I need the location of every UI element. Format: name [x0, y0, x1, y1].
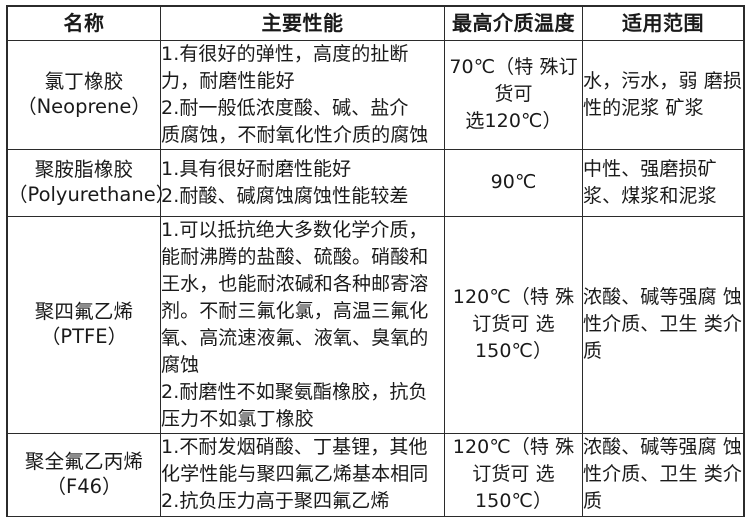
performance-line: 1.具有很好耐磨性能好	[161, 157, 352, 180]
temperature-line: 120℃（特	[452, 436, 549, 459]
table-row: 聚全氟乙丙烯 （F46） 1.不耐发烟硝酸、丁基锂，其他 化学性能与聚四氟乙烯基…	[7, 432, 744, 517]
performance-line: 氧、高流速液氟、液氧、臭氧的	[161, 326, 429, 349]
scope-line: 浓酸、碱等强腐	[583, 286, 717, 309]
material-name-cn: 聚全氟乙丙烯	[24, 449, 144, 473]
cell-application-scope: 水，污水，弱 磨损性的泥浆 矿浆	[582, 40, 744, 150]
cell-max-temperature: 70℃（特 殊订货可 选120℃）	[444, 40, 583, 150]
performance-line: 化学性能与聚四氟乙烯基本相同	[161, 463, 429, 486]
cell-application-scope: 浓酸、碱等强腐 蚀性介质、卫生 类介质	[582, 215, 744, 434]
column-header-name: 名称	[7, 6, 161, 41]
table-row: 聚胺脂橡胶 （Polyurethane） 1.具有很好耐磨性能好 2.耐酸、碱腐…	[7, 148, 744, 217]
material-name-en: （PTFE）	[40, 324, 128, 348]
column-header-application-scope: 适用范围	[582, 6, 744, 41]
table-header: 名称 主要性能 最高介质温度 适用范围	[7, 6, 744, 41]
cell-application-scope: 中性、强磨损矿 浆、煤浆和泥浆	[582, 148, 744, 217]
performance-line: 2.耐酸、碱腐蚀腐蚀性能较差	[161, 184, 409, 207]
cell-material-name: 聚四氟乙烯 （PTFE）	[7, 215, 161, 434]
performance-line: 1.有很好的弹性，高度的扯断	[161, 43, 409, 65]
scope-line: 磨损性的泥浆	[583, 69, 742, 119]
scope-line: 浓酸、碱等强腐	[583, 436, 717, 459]
performance-line: 1.不耐发烟硝酸、丁基锂，其他	[161, 436, 428, 459]
material-name-en: （Neoprene）	[17, 94, 151, 118]
table-row: 聚四氟乙烯 （PTFE） 1.可以抵抗绝大多数化学介质， 能耐沸腾的盐酸、硫酸。…	[7, 215, 744, 434]
cell-performance: 1.不耐发烟硝酸、丁基锂，其他 化学性能与聚四氟乙烯基本相同 2.抗负压力高于聚…	[160, 432, 445, 517]
material-name-cn: 聚胺脂橡胶	[34, 157, 134, 181]
performance-line: 2.抗负压力高于聚四氟乙烯	[161, 490, 390, 513]
temperature-line: 70℃（特	[449, 56, 534, 79]
cell-performance: 1.具有很好耐磨性能好 2.耐酸、碱腐蚀腐蚀性能较差	[160, 148, 445, 217]
performance-line: 能耐沸腾的盐酸、硫酸。硝酸和	[161, 245, 429, 268]
cell-application-scope: 浓酸、碱等强腐 蚀性介质、卫生 类介质	[582, 432, 744, 517]
performance-line: 1.可以抵抗绝大多数化学介质，	[161, 218, 428, 241]
temperature-line: 120℃（特	[452, 286, 549, 309]
cell-performance: 1.可以抵抗绝大多数化学介质， 能耐沸腾的盐酸、硫酸。硝酸和 王水，也能耐浓碱和…	[160, 215, 445, 434]
scope-line: 蚀性介质、卫生	[583, 436, 742, 486]
material-name-cn: 氯丁橡胶	[44, 69, 124, 93]
performance-line: 腐蚀	[161, 353, 200, 376]
column-header-performance: 主要性能	[160, 6, 445, 41]
performance-line: 力，耐磨性能好	[161, 69, 295, 92]
temperature-line: 殊订货可	[472, 436, 575, 486]
temperature-line: 殊订货可	[472, 286, 575, 336]
performance-line: 王水，也能耐浓碱和各种邮寄溶	[161, 272, 429, 295]
temperature-line: 选120℃）	[465, 110, 562, 133]
column-header-max-temperature: 最高介质温度	[444, 6, 583, 41]
material-name-en: （Polyurethane）	[8, 182, 176, 206]
material-name-en: （F46）	[46, 474, 122, 498]
material-spec-table: 名称 主要性能 最高介质温度 适用范围 氯丁橡胶 （Neoprene） 1.有很…	[6, 5, 745, 517]
scope-line: 类介质	[583, 313, 742, 363]
table-body: 氯丁橡胶 （Neoprene） 1.有很好的弹性，高度的扯断 力，耐磨性能好 2…	[7, 40, 744, 517]
scope-line: 蚀性介质、卫生	[583, 286, 742, 336]
document-page: 名称 主要性能 最高介质温度 适用范围 氯丁橡胶 （Neoprene） 1.有很…	[6, 5, 745, 517]
temperature-line: 选150℃）	[474, 313, 555, 363]
performance-line: 剂。不耐三氟化氯，高温三氟化	[161, 299, 429, 322]
temperature-line: 90℃	[490, 171, 537, 194]
scope-line: 矿浆	[665, 96, 704, 119]
cell-performance: 1.有很好的弹性，高度的扯断 力，耐磨性能好 2.耐一般低浓度酸、碱、盐介 质腐…	[160, 40, 445, 150]
material-name-cn: 聚四氟乙烯	[34, 299, 134, 323]
performance-line: 2.耐磨性不如聚氨酯橡胶，抗负	[161, 380, 428, 403]
table-header-row: 名称 主要性能 最高介质温度 适用范围	[7, 6, 744, 41]
cell-material-name: 氯丁橡胶 （Neoprene）	[7, 40, 161, 150]
cell-max-temperature: 120℃（特 殊订货可 选150℃）	[444, 215, 583, 434]
scope-line: 浆、煤浆和泥浆	[583, 184, 717, 207]
table-row: 氯丁橡胶 （Neoprene） 1.有很好的弹性，高度的扯断 力，耐磨性能好 2…	[7, 40, 744, 150]
scope-line: 中性、强磨损矿	[583, 157, 717, 180]
cell-material-name: 聚全氟乙丙烯 （F46）	[7, 432, 161, 517]
cell-max-temperature: 120℃（特 殊订货可 选150℃）	[444, 432, 583, 517]
performance-line: 压力不如氯丁橡胶	[161, 407, 314, 430]
scope-line: 水，污水，弱	[583, 69, 698, 92]
cell-max-temperature: 90℃	[444, 148, 583, 217]
temperature-line: 殊订货可	[494, 56, 578, 106]
performance-line: 质腐蚀，不耐氧化性介质的腐蚀	[161, 123, 429, 146]
performance-line: 2.耐一般低浓度酸、碱、盐介	[161, 96, 409, 119]
cell-material-name: 聚胺脂橡胶 （Polyurethane）	[7, 148, 176, 217]
